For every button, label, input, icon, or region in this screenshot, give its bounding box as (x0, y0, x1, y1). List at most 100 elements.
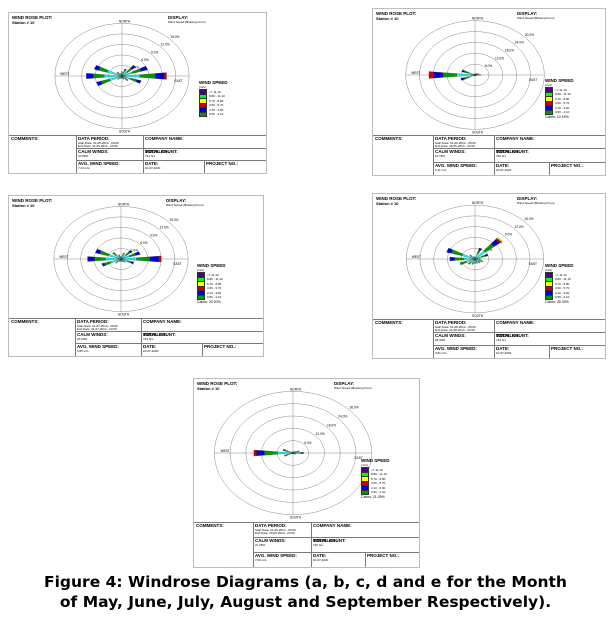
ring-label: 15.0% (169, 218, 178, 222)
legend-label: 3.60 - 5.70 (555, 286, 570, 291)
footer-data-period: DATA PERIOD: (435, 320, 467, 325)
legend-label: >= 11.10 (555, 87, 567, 92)
legend-entry: 0.50 - 2.10 (199, 111, 223, 117)
ring-label: 6.0% (140, 241, 147, 245)
petal-segment (86, 73, 94, 79)
petal-segment (130, 261, 134, 265)
petal-segment (135, 79, 142, 84)
compass-north: NORTH (290, 387, 302, 391)
footer-calm-winds: CALM WINDS: (78, 148, 109, 154)
petal-segment (477, 261, 481, 264)
windrose-panel-may: WIND ROSE PLOT: Station # 10 DISPLAY: Wind … (8, 12, 267, 174)
footer-top-line (9, 318, 263, 319)
ring-label: 12.0% (495, 56, 504, 60)
petal-segment (164, 72, 167, 80)
petal-segment (121, 71, 123, 73)
petal-segment (293, 453, 295, 455)
petal-segment (473, 256, 475, 258)
footer-date: DATE: (145, 161, 159, 167)
petal-segment (139, 73, 156, 79)
ring-label: 18.0% (505, 49, 514, 53)
footer-company-name: COMPANY NAME: (496, 320, 535, 325)
ring-label: 18.0% (327, 423, 336, 427)
legend-entry: 0.50 - 2.10 (545, 109, 569, 115)
footer-avg-speed: AVG. WIND SPEED: (255, 553, 297, 558)
footer-total-count: TOTAL COUNT: (145, 148, 178, 154)
petal-segment (149, 255, 159, 263)
petal-segment (467, 261, 472, 265)
footer-date-value: 10-07-2020 (313, 558, 329, 562)
petal-segment (124, 78, 129, 82)
compass-south: SOUTH (290, 516, 302, 520)
footer-total-count: TOTAL COUNT: (143, 331, 176, 337)
legend-label: 3.60 - 5.70 (209, 103, 224, 108)
petal-segment (122, 252, 126, 257)
compass-west: WEST (60, 72, 69, 76)
footer-data-period: DATA PERIOD: (77, 319, 109, 324)
plot-title: WIND ROSE PLOT: (376, 11, 417, 16)
ring-label: 30.0% (350, 406, 359, 410)
display-title: DISPLAY: (168, 15, 189, 20)
petal-segment (291, 453, 293, 455)
petal-segment (130, 65, 137, 70)
legend-calms: Calms: 10.15% (545, 115, 569, 119)
ring-label: 30.0% (525, 33, 534, 37)
compass-south: SOUTH (472, 130, 484, 134)
compass-north: NORTH (472, 201, 484, 205)
station-label: Station # 10 (12, 20, 35, 25)
footer-date-value: 10-07-2020 (145, 166, 161, 171)
footer-calm-winds: CALM WINDS: (77, 331, 108, 337)
footer-row-line (433, 161, 605, 163)
footer-data-period: DATA PERIOD: (255, 523, 287, 528)
legend-label: 0.50 - 2.10 (207, 295, 222, 300)
footer-calm-winds: CALM WINDS: (435, 333, 466, 338)
footer-date: DATE: (313, 553, 327, 558)
plot-title: WIND ROSE PLOT: (376, 196, 417, 201)
ring-label: 24.0% (338, 414, 347, 418)
petal-segment (119, 260, 121, 262)
footer-col-line (549, 345, 550, 358)
legend-unit: (m/s) (361, 463, 368, 467)
footer-total-count: TOTAL COUNT: (496, 149, 529, 155)
ring-label: 6.0% (485, 64, 492, 68)
petal-segment (461, 69, 465, 73)
legend-label: >= 11.10 (555, 272, 567, 277)
footer-col-line (494, 319, 495, 358)
legend-label: 0.50 - 2.10 (555, 295, 570, 300)
footer-project-no: PROJECT NO.: (204, 344, 237, 350)
footer-calm-value: 10.15% (435, 154, 446, 159)
petal-segment (264, 450, 278, 456)
petal-segment (253, 449, 257, 457)
footer-date-value: 10-07-2020 (496, 167, 512, 172)
legend-label: 0.50 - 2.10 (371, 490, 386, 495)
petal-segment (101, 262, 106, 267)
display-title: DISPLAY: (166, 198, 187, 203)
legend-label: 5.70 - 8.80 (371, 476, 386, 481)
compass-west: WEST (411, 71, 420, 75)
footer-modeler: MODELER: (145, 148, 169, 154)
footer-date: DATE: (496, 346, 510, 351)
petal-segment (282, 448, 286, 452)
petal-segment (136, 256, 151, 262)
footer-calm-winds: CALM WINDS: (255, 538, 286, 543)
station-label: Station # 10 (12, 203, 35, 208)
ring-label: 6.0% (141, 58, 148, 62)
legend-title: WIND SPEED (197, 263, 226, 268)
footer-modeler: MODELER: (143, 331, 167, 337)
legend-entry: 0.50 - 2.10 (545, 294, 570, 300)
windrose-panel-august: WIND ROSE PLOT: Station # 10 DISPLAY: Wind … (372, 193, 606, 359)
compass-east: EAST (173, 262, 181, 266)
footer-total-value: 744 hrs. (143, 336, 154, 341)
ring-label: 3.0% (131, 248, 138, 252)
footer-period-start: Start Date: 01-05-2014 - 00:00 (78, 141, 119, 145)
legend-label: >= 11.10 (209, 89, 221, 94)
legend-label: 3.60 - 5.70 (371, 481, 386, 486)
petal-segment (484, 253, 489, 257)
ring-label: 12.0% (161, 43, 170, 47)
footer-col-line (76, 135, 77, 173)
ring-label: 9.0% (150, 233, 157, 237)
petal-segment (475, 75, 477, 77)
display-title: DISPLAY: (517, 11, 538, 16)
footer-date-value: 10-07-2020 (143, 349, 159, 354)
footer-date: DATE: (496, 162, 510, 168)
